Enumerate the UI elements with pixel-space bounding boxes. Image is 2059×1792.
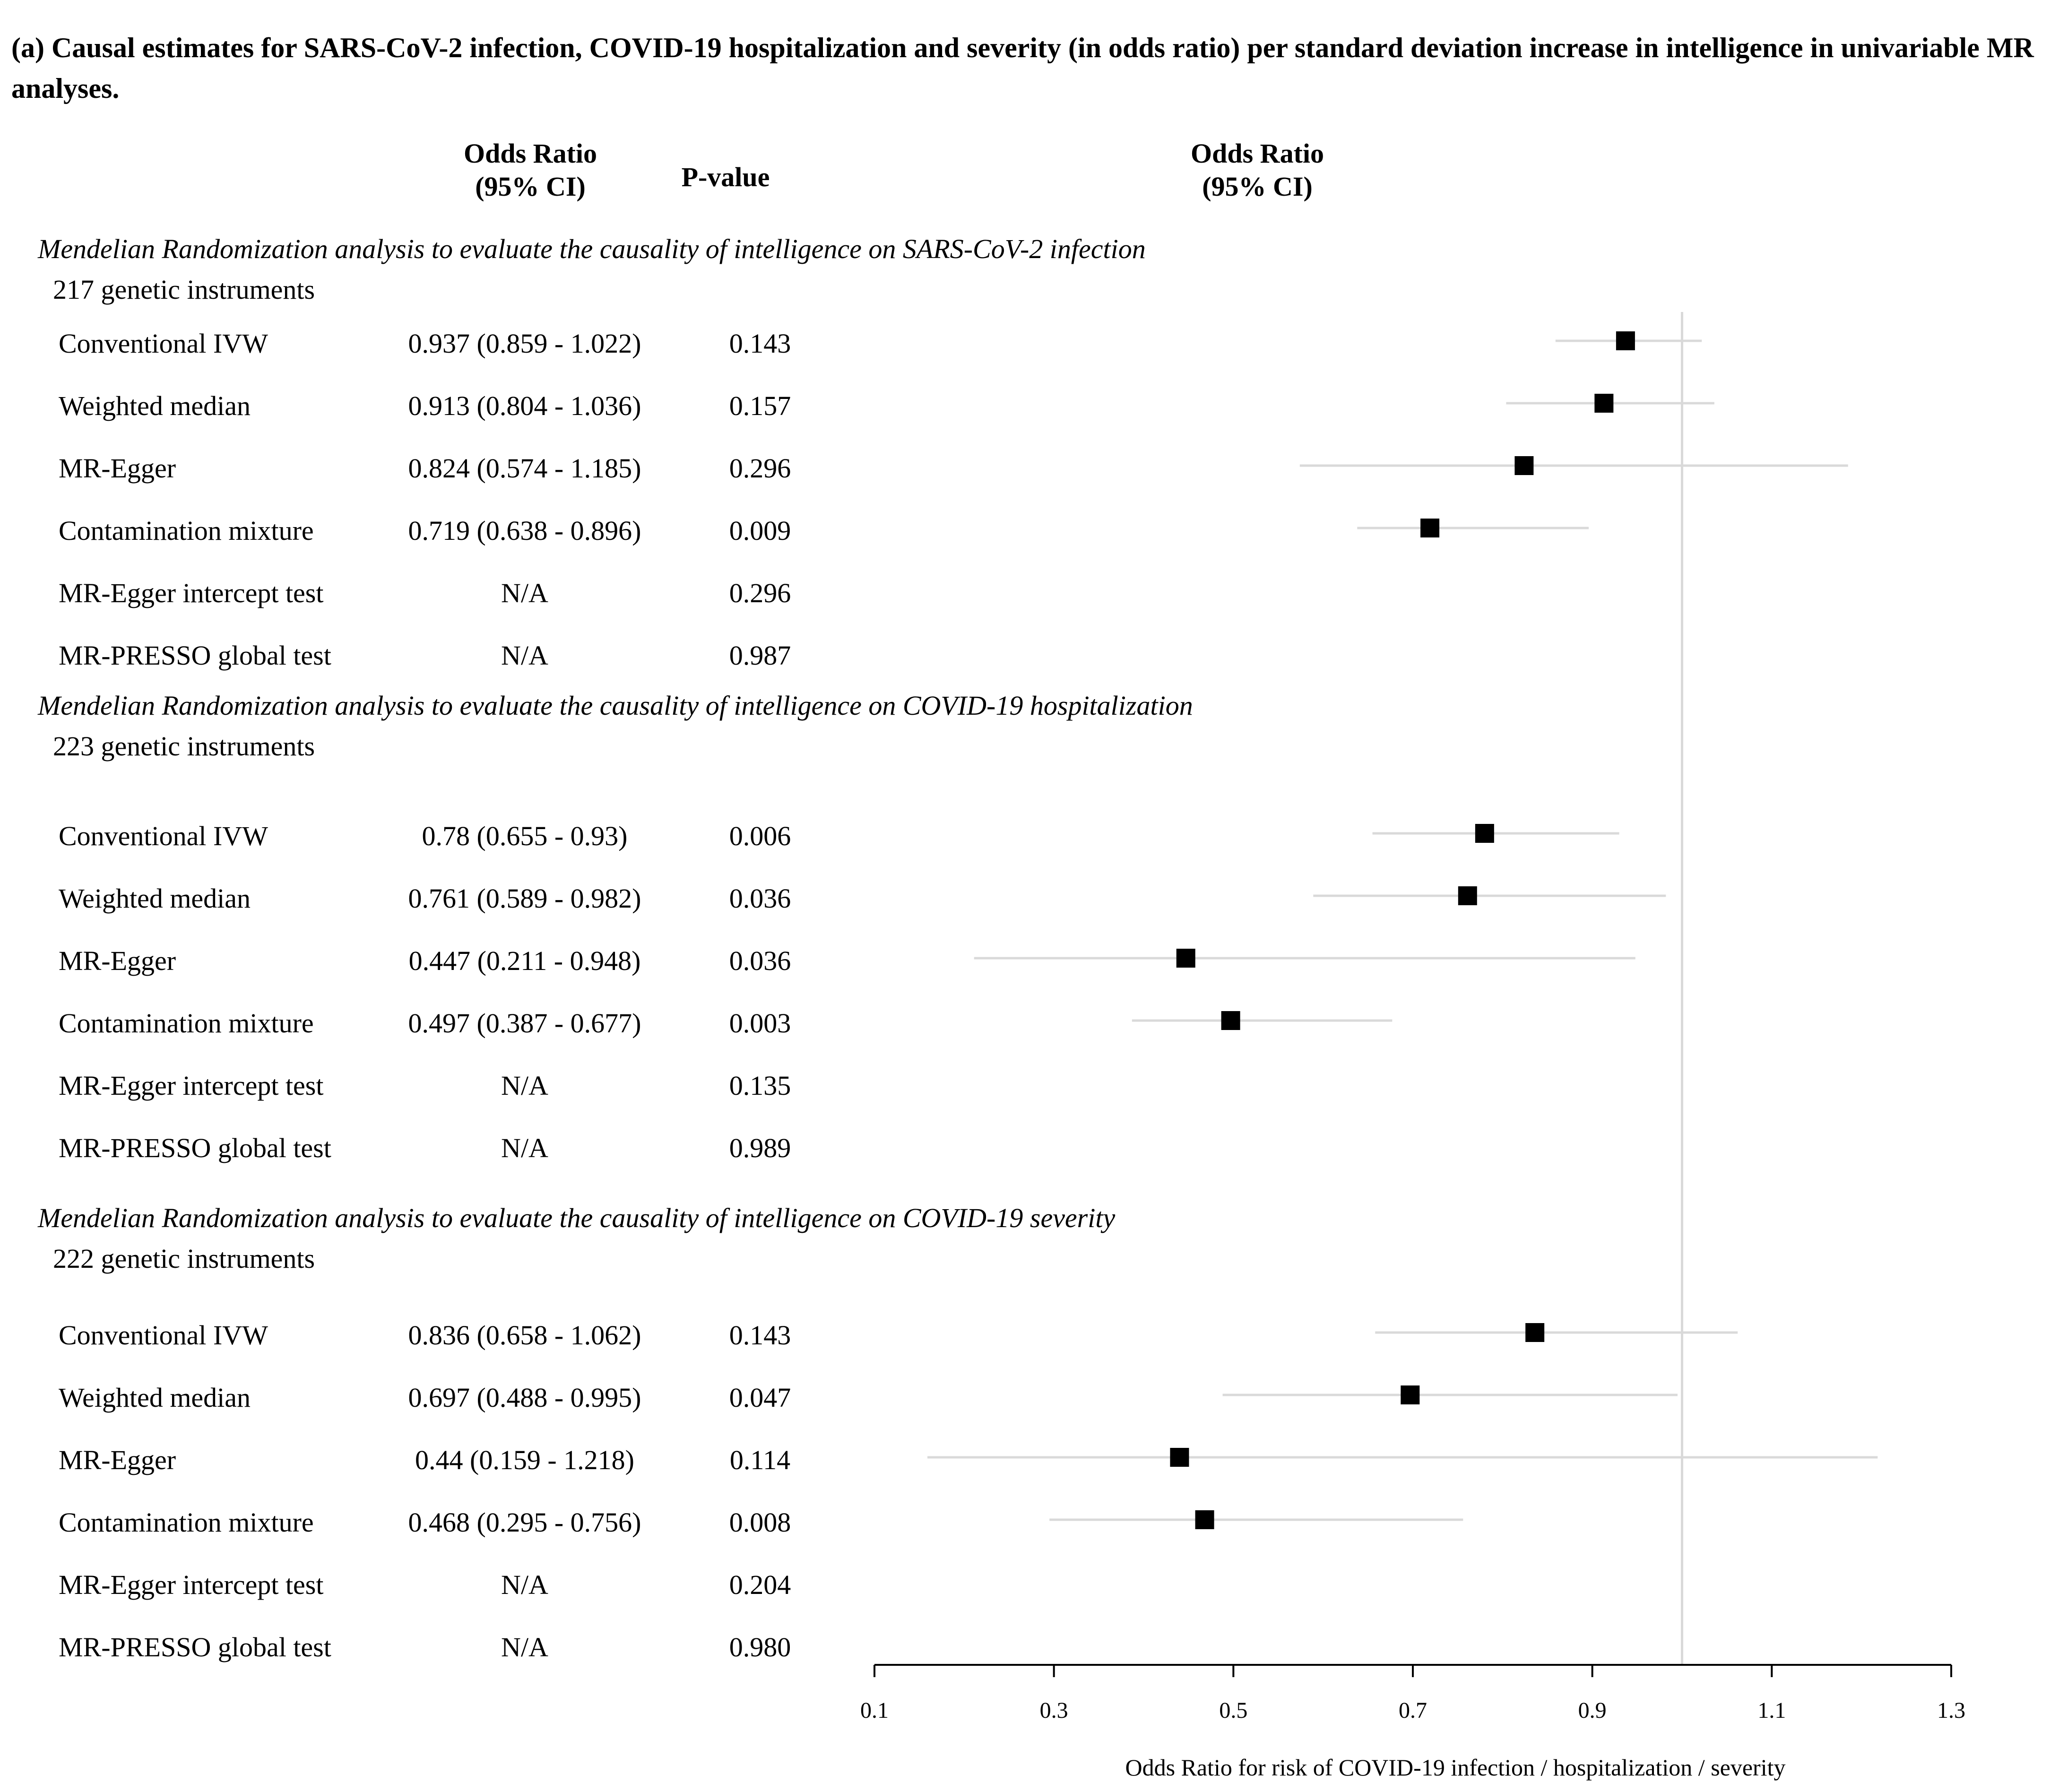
odds-ratio-ci-value: N/A [501,640,548,671]
odds-ratio-ci-value: 0.937 (0.859 - 1.022) [408,328,641,359]
method-label: MR-PRESSO global test [59,640,331,671]
section-instruments: 223 genetic instruments [53,731,315,762]
header-odds-ratio-ci: Odds Ratio (95% CI) [431,137,630,203]
point-estimate-marker [1221,1011,1240,1030]
odds-ratio-ci-value: 0.468 (0.295 - 0.756) [408,1507,641,1538]
p-value: 0.135 [729,1070,791,1101]
odds-ratio-ci-value: 0.836 (0.658 - 1.062) [408,1320,641,1350]
p-value: 0.114 [729,1445,791,1475]
p-value: 0.003 [729,1008,791,1039]
section-instruments: 222 genetic instruments [53,1243,315,1274]
odds-ratio-ci-value: 0.761 (0.589 - 0.982) [408,883,641,914]
p-value: 0.009 [729,515,791,546]
odds-ratio-ci-value: N/A [501,578,548,608]
odds-ratio-ci-value: 0.447 (0.211 - 0.948) [408,945,641,976]
p-value: 0.296 [729,578,791,608]
point-estimate-marker [1401,1385,1420,1404]
point-estimate-marker [1525,1323,1545,1342]
p-value: 0.989 [729,1133,791,1163]
odds-ratio-ci-value: 0.719 (0.638 - 0.896) [408,515,641,546]
method-label: MR-PRESSO global test [59,1133,331,1163]
x-tick-label: 1.1 [1757,1698,1786,1723]
p-value: 0.006 [729,821,791,851]
p-value: 0.296 [729,453,791,484]
x-tick-label: 1.3 [1937,1698,1965,1723]
odds-ratio-ci-value: 0.78 (0.655 - 0.93) [422,821,628,851]
point-estimate-marker [1475,824,1494,843]
x-tick-label: 0.9 [1578,1698,1607,1723]
method-label: MR-PRESSO global test [59,1632,331,1662]
p-value: 0.047 [729,1382,791,1413]
odds-ratio-ci-value: 0.44 (0.159 - 1.218) [415,1445,634,1475]
odds-ratio-ci-value: N/A [501,1133,548,1163]
p-value: 0.036 [729,883,791,914]
method-label: MR-Egger intercept test [59,1070,324,1101]
header-p-value: P-value [631,161,820,194]
section-label: Mendelian Randomization analysis to eval… [38,234,1146,264]
x-tick-label: 0.5 [1219,1698,1247,1723]
odds-ratio-ci-value: 0.497 (0.387 - 0.677) [408,1008,641,1039]
p-value: 0.987 [729,640,791,671]
point-estimate-marker [1514,456,1534,475]
method-label: Contamination mixture [59,1507,314,1538]
method-label: MR-Egger [59,1445,176,1475]
header-plot-odds-ratio-text: Odds Ratio (95% CI) [1190,138,1324,202]
odds-ratio-ci-value: N/A [501,1569,548,1600]
header-p-value-text: P-value [681,162,770,192]
method-label: Weighted median [59,1382,251,1413]
method-label: Conventional IVW [59,821,268,851]
method-label: Weighted median [59,390,251,421]
p-value: 0.036 [729,945,791,976]
point-estimate-marker [1176,949,1195,968]
point-estimate-marker [1420,519,1440,537]
point-estimate-marker [1616,331,1635,350]
point-estimate-marker [1458,886,1477,905]
x-tick-label: 0.7 [1399,1698,1427,1723]
x-axis-label: Odds Ratio for risk of COVID-19 infectio… [1125,1754,1786,1781]
method-label: Conventional IVW [59,328,268,359]
section-label: Mendelian Randomization analysis to eval… [38,690,1193,721]
p-value: 0.204 [729,1569,791,1600]
header-odds-ratio-ci-text: Odds Ratio (95% CI) [463,138,597,202]
p-value: 0.980 [729,1632,791,1662]
method-label: MR-Egger [59,453,176,484]
section-label: Mendelian Randomization analysis to eval… [38,1203,1116,1233]
section-instruments: 217 genetic instruments [53,274,315,305]
method-label: MR-Egger intercept test [59,578,324,608]
method-label: Weighted median [59,883,251,914]
odds-ratio-ci-value: 0.913 (0.804 - 1.036) [408,390,641,421]
p-value: 0.157 [729,390,791,421]
p-value: 0.143 [729,328,791,359]
x-tick-label: 0.3 [1040,1698,1068,1723]
odds-ratio-ci-value: 0.697 (0.488 - 0.995) [408,1382,641,1413]
method-label: Conventional IVW [59,1320,268,1350]
method-label: Contamination mixture [59,515,314,546]
point-estimate-marker [1594,394,1614,413]
odds-ratio-ci-value: 0.824 (0.574 - 1.185) [408,453,641,484]
method-label: MR-Egger intercept test [59,1569,324,1600]
figure-title: (a) Causal estimates for SARS-CoV-2 infe… [11,32,2034,104]
odds-ratio-ci-value: N/A [501,1632,548,1662]
point-estimate-marker [1195,1510,1214,1529]
p-value: 0.143 [729,1320,791,1350]
header-plot-odds-ratio: Odds Ratio (95% CI) [1158,137,1357,203]
odds-ratio-ci-value: N/A [501,1070,548,1101]
x-tick-label: 0.1 [860,1698,889,1723]
point-estimate-marker [1170,1448,1189,1467]
method-label: Contamination mixture [59,1008,314,1039]
p-value: 0.008 [729,1507,791,1538]
method-label: MR-Egger [59,945,176,976]
